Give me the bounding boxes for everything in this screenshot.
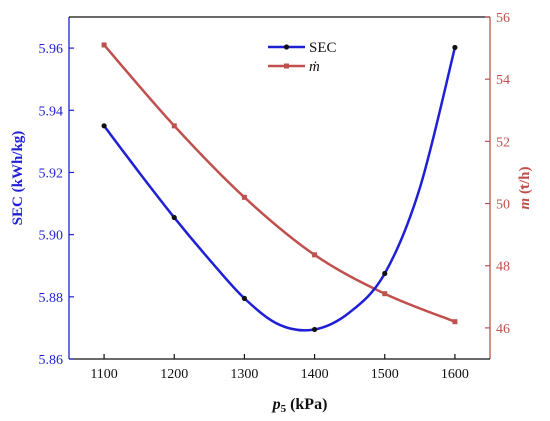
- x-tick-label: 1400: [301, 367, 329, 382]
- x-tick-label: 1500: [371, 367, 399, 382]
- legend-marker-sec: [283, 44, 290, 50]
- series-mdot-point: [101, 42, 107, 48]
- x-axis-label: p5 (kPa): [271, 396, 328, 415]
- x-tick-label: 1100: [90, 367, 117, 382]
- right-tick-label: 46: [496, 322, 510, 337]
- y-right-axis-label: m (t/h): [517, 167, 533, 210]
- series-sec-point: [311, 326, 318, 333]
- x-tick-label: 1200: [160, 367, 188, 382]
- x-tick-label: 1600: [441, 367, 469, 382]
- series-mdot-point: [452, 319, 458, 325]
- y-right-axis-label-unit: (t/h): [517, 167, 533, 198]
- series-sec-point: [241, 295, 248, 301]
- right-axis-ticks: 46 48 50 52 54 56: [485, 11, 510, 337]
- left-tick-label: 5.86: [39, 353, 64, 368]
- series-mdot-point: [312, 252, 318, 258]
- series-mdot-point: [171, 123, 177, 129]
- left-tick-label: 5.96: [39, 42, 64, 57]
- left-tick-label: 5.94: [39, 104, 64, 119]
- left-axis-ticks: 5.86 5.88 5.90 5.92 5.94 5.96: [39, 42, 74, 368]
- series-mdot-line: [103, 44, 456, 323]
- series-sec-point: [382, 270, 388, 277]
- x-axis-label-main: p: [271, 396, 281, 413]
- legend-marker-mdot: [284, 63, 289, 69]
- legend: SEC ṁ: [268, 40, 337, 75]
- series-layer: [101, 42, 458, 333]
- legend-label-mdot: ṁ: [309, 59, 320, 75]
- legend-label-sec: SEC: [309, 40, 337, 56]
- x-axis-label-unit: (kPa): [286, 396, 327, 413]
- left-tick-label: 5.92: [39, 166, 64, 181]
- x-tick-label: 1300: [230, 367, 258, 382]
- left-tick-label: 5.90: [39, 229, 64, 244]
- y-right-axis-label-symbol: m: [517, 198, 533, 210]
- series-sec-point: [101, 123, 107, 129]
- series-mdot-point: [382, 291, 388, 297]
- plot-frame: [68, 16, 491, 360]
- y-right-axis-label-dot: ·: [520, 181, 525, 197]
- right-tick-label: 52: [496, 135, 510, 150]
- right-tick-label: 54: [496, 73, 510, 88]
- right-tick-label: 48: [496, 260, 510, 275]
- series-mdot-point: [241, 194, 247, 200]
- x-axis-ticks: 1100 1200 1300 1400 1500 1600: [90, 354, 469, 382]
- y-left-axis-label: SEC (kWh/kg): [10, 131, 26, 226]
- right-tick-label: 56: [496, 11, 510, 26]
- series-sec-line: [103, 47, 457, 332]
- x-axis-label-subscript: 5: [281, 403, 287, 415]
- series-sec-point: [452, 44, 458, 51]
- series-sec-point: [171, 214, 177, 221]
- right-tick-label: 50: [496, 198, 510, 213]
- left-tick-label: 5.88: [39, 291, 64, 306]
